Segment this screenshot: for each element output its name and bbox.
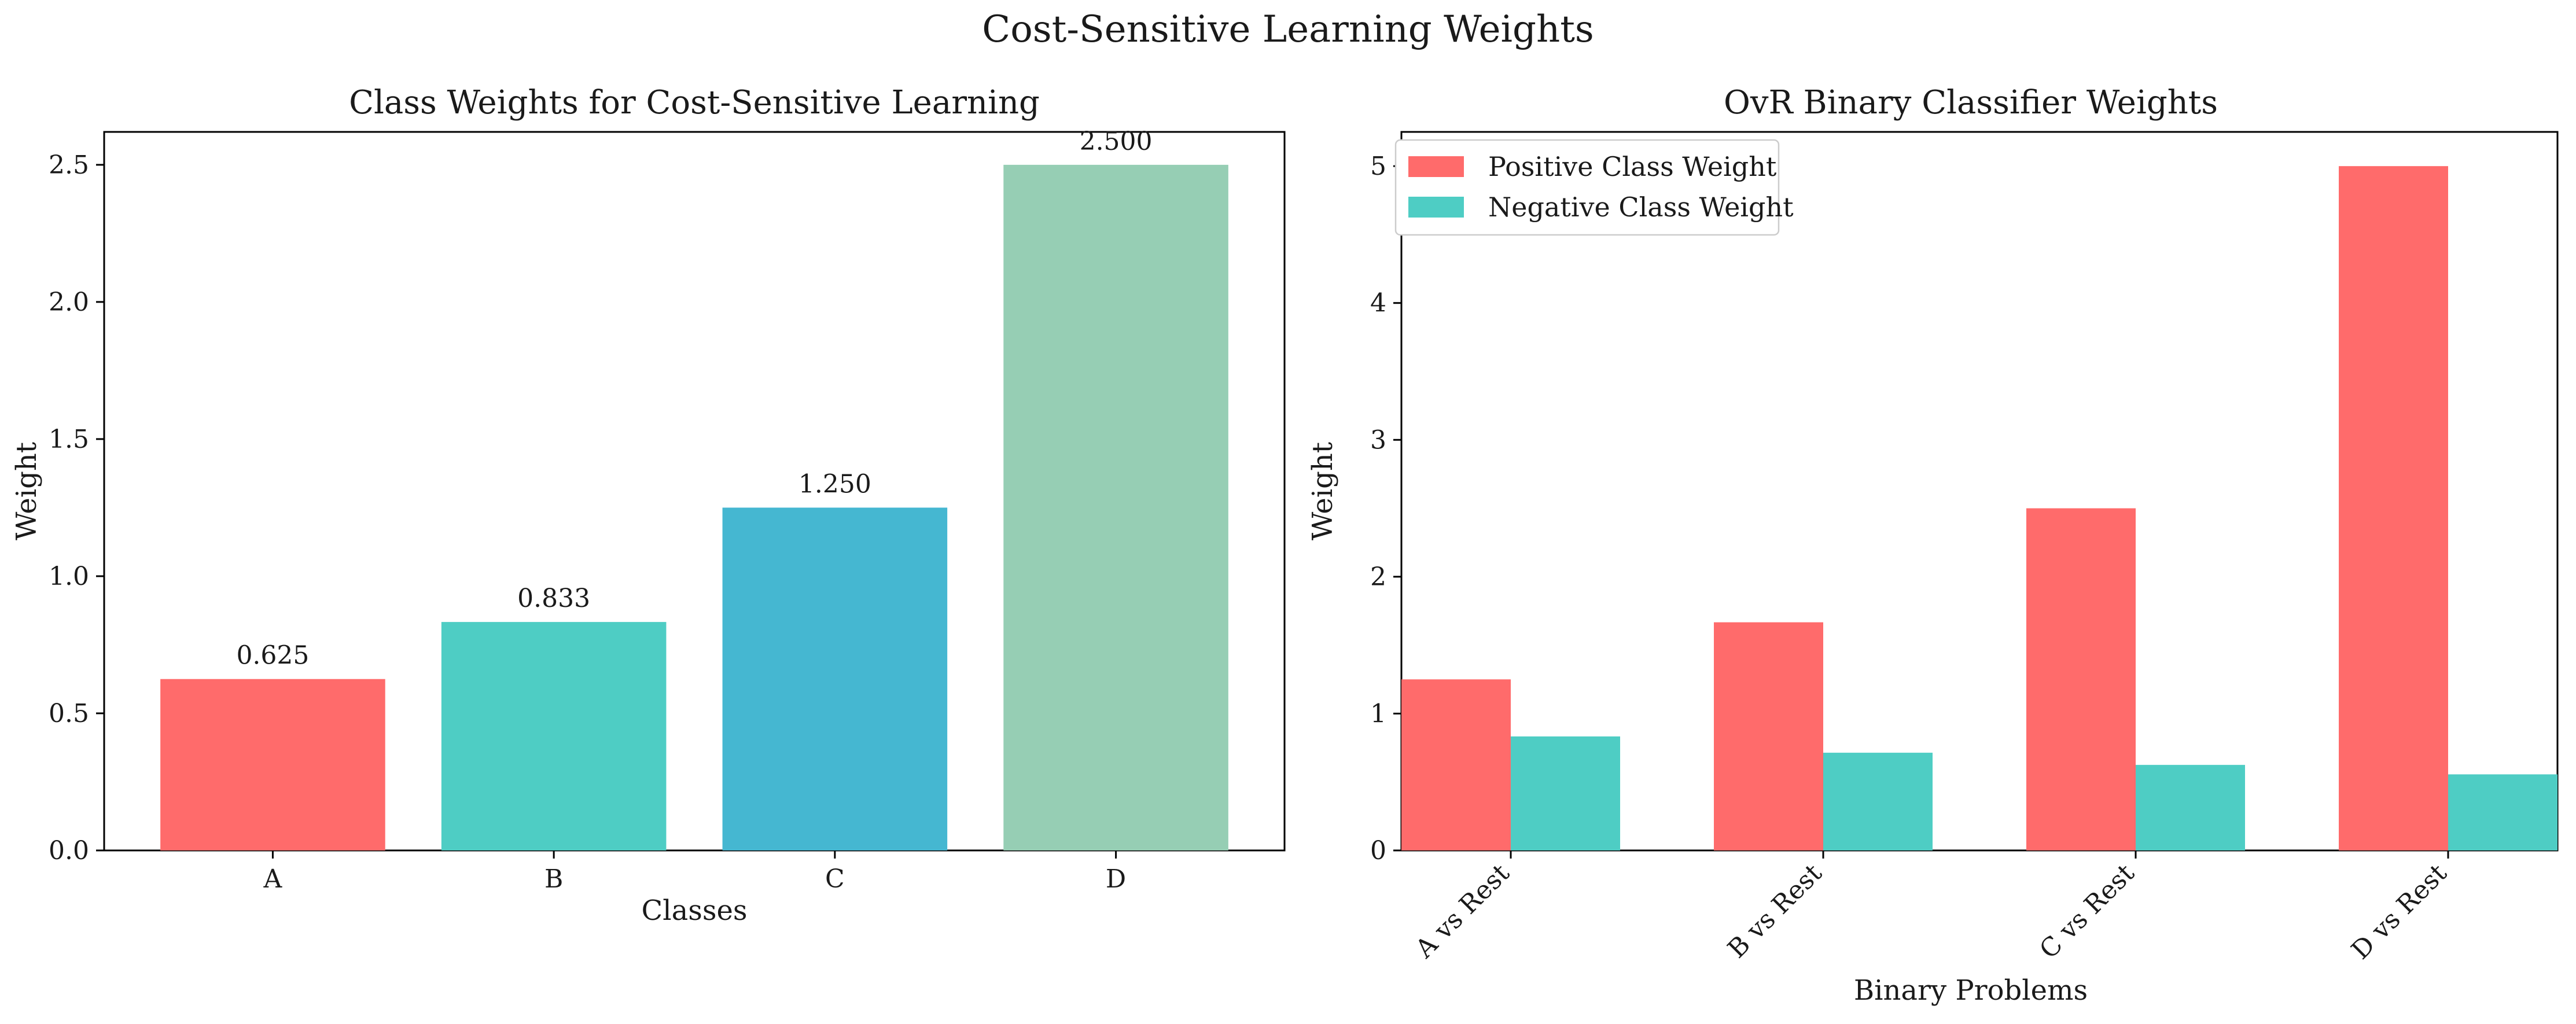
negative-bar-c (2136, 765, 2245, 850)
x-tick-label: B vs Rest (1722, 859, 1828, 964)
bar-c (722, 507, 948, 850)
positive-bar-b (1714, 622, 1823, 850)
y-tick-label: 4 (1370, 289, 1386, 318)
right-x-ticks: A vs Rest B vs Rest C vs Rest D vs Rest (1410, 850, 2453, 965)
x-tick-label: C (825, 864, 845, 894)
positive-bar-a (1401, 679, 1511, 850)
figure-suptitle: Cost-Sensitive Learning Weights (982, 8, 1594, 51)
bar-b (441, 622, 667, 850)
negative-bar-b (1823, 753, 1933, 850)
left-x-axis-label: Classes (642, 894, 748, 927)
right-y-ticks: 0 1 2 3 4 5 (1370, 152, 1401, 865)
bar-value-label: 0.625 (236, 641, 309, 671)
legend-swatch-positive (1408, 156, 1464, 177)
positive-bar-d (2339, 166, 2448, 851)
bar-a (160, 679, 385, 850)
left-plot-area (103, 131, 1286, 852)
legend-box (1394, 139, 1780, 236)
y-tick-label: 1.5 (49, 425, 89, 454)
left-x-ticks: A B C D (263, 850, 1126, 894)
x-tick-label: C vs Rest (2034, 858, 2140, 964)
y-tick-label: 0.0 (49, 836, 89, 865)
negative-bar-d (2448, 774, 2557, 850)
legend-label-negative: Negative Class Weight (1488, 191, 1794, 223)
y-tick-label: 2.0 (49, 288, 89, 317)
y-tick-label: 0 (1370, 836, 1386, 865)
left-y-ticks: 0.0 0.5 1.0 1.5 2.0 2.5 (49, 150, 104, 865)
left-chart-title: Class Weights for Cost-Sensitive Learnin… (349, 84, 1040, 121)
x-tick-label: D (1106, 864, 1126, 894)
left-y-axis-label: Weight (10, 442, 43, 540)
left-chart: Class Weights for Cost-Sensitive Learnin… (10, 84, 1286, 927)
y-tick-label: 1.0 (49, 562, 89, 591)
x-tick-label: B (544, 864, 563, 894)
bar-d (1003, 164, 1228, 850)
right-plot-area (1400, 131, 2559, 852)
right-legend: Positive Class Weight Negative Class Wei… (1394, 139, 1794, 236)
right-x-axis-label: Binary Problems (1854, 974, 2088, 1007)
negative-bar-a (1511, 736, 1620, 850)
bar-value-label: 2.500 (1080, 127, 1153, 156)
y-tick-label: 5 (1370, 152, 1386, 181)
y-tick-label: 1 (1370, 699, 1386, 728)
y-tick-label: 0.5 (49, 699, 89, 728)
bar-value-label: 1.250 (798, 469, 871, 499)
positive-bar-c (2026, 508, 2136, 850)
legend-label-positive: Positive Class Weight (1488, 151, 1777, 182)
right-chart-title: OvR Binary Classifier Weights (1724, 84, 2218, 121)
legend-swatch-negative (1408, 197, 1464, 218)
x-tick-label: A vs Rest (1410, 858, 1515, 964)
y-tick-label: 2.5 (49, 150, 89, 180)
y-tick-label: 3 (1370, 425, 1386, 455)
bar-value-label: 0.833 (517, 584, 590, 613)
right-chart: OvR Binary Classifier Weights 0 1 2 3 4 5 A v… (1307, 84, 2559, 1007)
left-chart-marks: 0.625 0.833 1.250 2.500 (160, 127, 1228, 850)
y-tick-label: 2 (1370, 562, 1386, 592)
right-y-axis-label: Weight (1307, 442, 1339, 540)
right-chart-marks (1401, 166, 2557, 851)
x-tick-label: D vs Rest (2346, 858, 2453, 965)
x-tick-label: A (263, 864, 283, 894)
